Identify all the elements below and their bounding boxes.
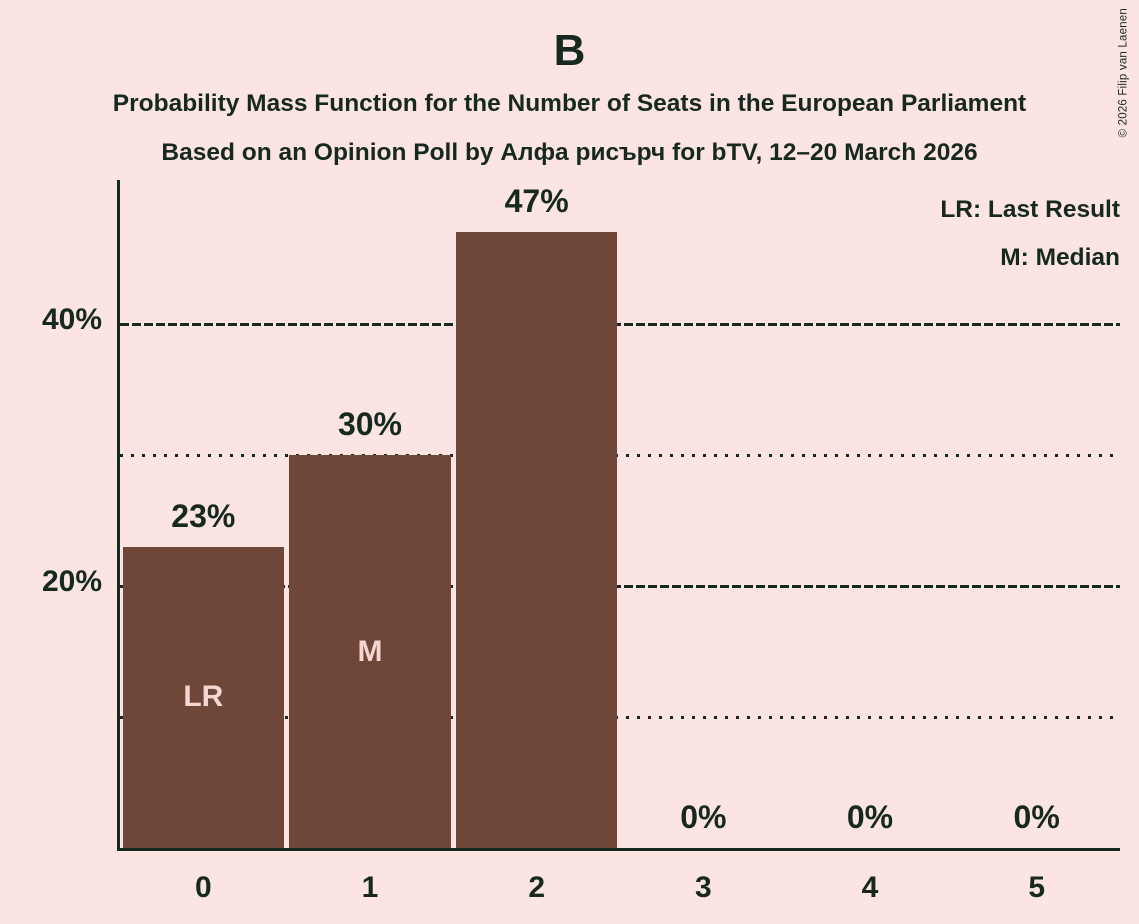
bar-value-label-5: 0%	[1013, 799, 1060, 835]
x-tick-label-2: 2	[528, 871, 545, 904]
bar-value-label-4: 0%	[846, 799, 894, 835]
chart-legend: LR: Last Result M: Median	[940, 186, 1120, 282]
gridline-40pct	[120, 322, 1120, 326]
x-tick-label-3: 3	[694, 871, 712, 904]
gridline-20pct	[120, 584, 1120, 588]
bar-seats-2	[455, 232, 618, 848]
chart-subtitle-line1: Probability Mass Function for the Number…	[112, 90, 1027, 117]
legend-last-result: LR: Last Result	[940, 196, 1120, 223]
chart-title: B	[553, 26, 586, 75]
plot-area: LR 23% M 30% 47% 0% 0% 0%	[117, 180, 1120, 851]
bar-value-label-2: 47%	[504, 183, 569, 220]
x-axis-line	[117, 848, 1120, 851]
bar-value-label-1: 30%	[337, 406, 402, 443]
x-tick-label-0: 0	[194, 871, 212, 904]
bar-value-label-0: 23%	[171, 497, 236, 534]
x-tick-label-1: 1	[361, 871, 379, 904]
y-tick-label-20: 20%	[41, 565, 102, 599]
gridline-30pct	[120, 453, 1120, 457]
gridline-10pct	[120, 715, 1120, 719]
bar-seats-1: M	[289, 455, 451, 848]
legend-median: M: Median	[1000, 244, 1120, 271]
y-tick-label-40: 40%	[41, 303, 102, 337]
bar-seats-0: LR	[122, 546, 285, 848]
x-tick-label-5: 5	[1028, 871, 1045, 904]
bar-value-label-3: 0%	[680, 799, 727, 835]
chart-subtitle-line2: Based on an Opinion Poll by Алфа рисърч …	[161, 139, 978, 166]
y-axis-line	[117, 180, 120, 851]
bar-marker-lr: LR	[183, 680, 224, 714]
x-tick-label-4: 4	[861, 871, 879, 904]
bar-marker-m: M	[357, 634, 383, 668]
